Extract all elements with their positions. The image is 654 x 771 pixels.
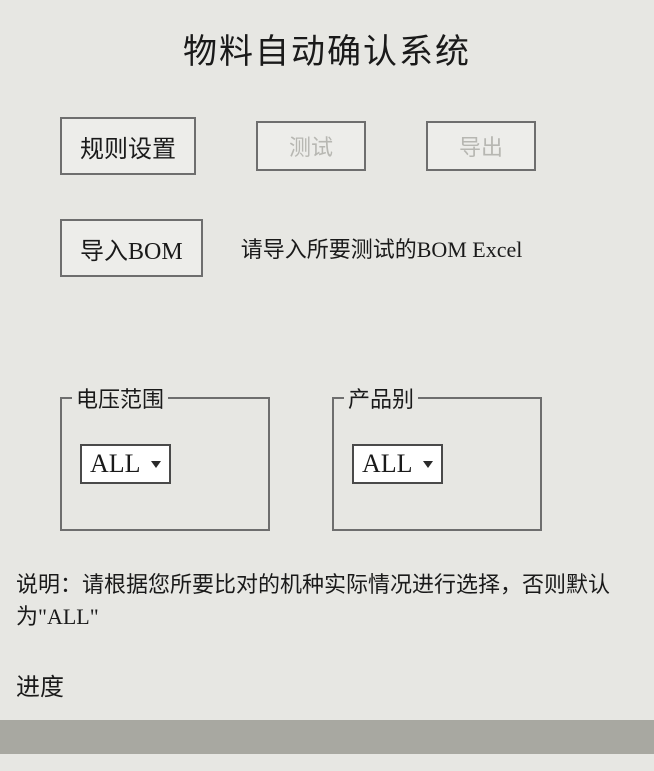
progress-label: 进度 [0, 667, 654, 702]
voltage-range-group: 电压范围 ALL [60, 397, 270, 531]
voltage-range-legend: 电压范围 [72, 382, 168, 414]
page-title: 物料自动确认系统 [0, 0, 654, 73]
export-button[interactable]: 导出 [426, 121, 536, 171]
product-type-group: 产品别 ALL [332, 397, 542, 531]
import-row: 导入BOM 请导入所要测试的BOM Excel [0, 219, 654, 277]
import-bom-button[interactable]: 导入BOM [60, 219, 203, 277]
product-type-legend: 产品别 [344, 382, 418, 414]
test-button[interactable]: 测试 [256, 121, 366, 171]
group-row: 电压范围 ALL 产品别 ALL [0, 397, 654, 531]
chevron-down-icon [151, 461, 161, 468]
product-type-value: ALL [362, 449, 413, 479]
toolbar: 规则设置 测试 导出 [0, 117, 654, 175]
rule-settings-button[interactable]: 规则设置 [60, 117, 196, 175]
voltage-range-select[interactable]: ALL [80, 444, 171, 484]
app-window: 物料自动确认系统 规则设置 测试 导出 导入BOM 请导入所要测试的BOM Ex… [0, 0, 654, 771]
import-hint: 请导入所要测试的BOM Excel [241, 232, 523, 264]
chevron-down-icon [423, 461, 433, 468]
product-type-select[interactable]: ALL [352, 444, 443, 484]
note-text: 说明：请根据您所要比对的机种实际情况进行选择，否则默认为"ALL" [0, 567, 654, 631]
progress-bar [0, 720, 654, 754]
voltage-range-value: ALL [90, 449, 141, 479]
